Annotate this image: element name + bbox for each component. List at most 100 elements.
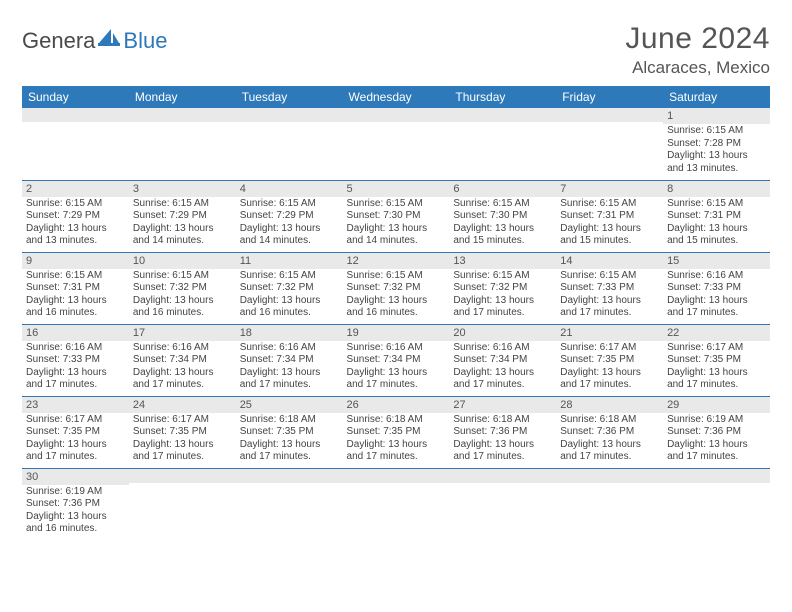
day-body: Sunrise: 6:15 AMSunset: 7:29 PMDaylight:…	[22, 197, 129, 251]
daynum-bar: 22	[663, 325, 770, 341]
day-header: Monday	[129, 86, 236, 108]
calendar-cell: 6Sunrise: 6:15 AMSunset: 7:30 PMDaylight…	[449, 180, 556, 252]
daynum-bar: 5	[343, 181, 450, 197]
daynum-bar	[663, 469, 770, 483]
calendar-cell-empty	[236, 468, 343, 540]
daynum-bar: 8	[663, 181, 770, 197]
calendar-cell: 27Sunrise: 6:18 AMSunset: 7:36 PMDayligh…	[449, 396, 556, 468]
calendar-cell: 8Sunrise: 6:15 AMSunset: 7:31 PMDaylight…	[663, 180, 770, 252]
daynum-bar: 24	[129, 397, 236, 413]
day-body: Sunrise: 6:15 AMSunset: 7:31 PMDaylight:…	[22, 269, 129, 323]
day-body: Sunrise: 6:18 AMSunset: 7:36 PMDaylight:…	[556, 413, 663, 467]
day-header: Thursday	[449, 86, 556, 108]
day-body: Sunrise: 6:15 AMSunset: 7:29 PMDaylight:…	[236, 197, 343, 251]
daynum-bar: 18	[236, 325, 343, 341]
location: Alcaraces, Mexico	[625, 58, 770, 78]
day-body: Sunrise: 6:16 AMSunset: 7:34 PMDaylight:…	[449, 341, 556, 395]
daynum-bar: 10	[129, 253, 236, 269]
daynum-bar	[343, 108, 450, 122]
daynum-bar: 30	[22, 469, 129, 485]
calendar-cell: 12Sunrise: 6:15 AMSunset: 7:32 PMDayligh…	[343, 252, 450, 324]
daynum-bar: 4	[236, 181, 343, 197]
logo: Genera Blue	[22, 28, 167, 54]
calendar-cell-empty	[22, 108, 129, 180]
daynum-bar: 6	[449, 181, 556, 197]
day-body: Sunrise: 6:15 AMSunset: 7:30 PMDaylight:…	[449, 197, 556, 251]
calendar-cell-empty	[556, 108, 663, 180]
daynum-bar: 17	[129, 325, 236, 341]
calendar-cell: 25Sunrise: 6:18 AMSunset: 7:35 PMDayligh…	[236, 396, 343, 468]
daynum-bar	[236, 108, 343, 122]
calendar-cell: 23Sunrise: 6:17 AMSunset: 7:35 PMDayligh…	[22, 396, 129, 468]
calendar-body: 1Sunrise: 6:15 AMSunset: 7:28 PMDaylight…	[22, 108, 770, 540]
daynum-bar: 28	[556, 397, 663, 413]
calendar-cell: 19Sunrise: 6:16 AMSunset: 7:34 PMDayligh…	[343, 324, 450, 396]
header: Genera Blue June 2024 Alcaraces, Mexico	[22, 22, 770, 78]
daynum-bar: 1	[663, 108, 770, 124]
day-header: Sunday	[22, 86, 129, 108]
calendar-row: 9Sunrise: 6:15 AMSunset: 7:31 PMDaylight…	[22, 252, 770, 324]
day-body: Sunrise: 6:18 AMSunset: 7:35 PMDaylight:…	[236, 413, 343, 467]
calendar-cell: 14Sunrise: 6:15 AMSunset: 7:33 PMDayligh…	[556, 252, 663, 324]
daynum-bar: 9	[22, 253, 129, 269]
day-body: Sunrise: 6:15 AMSunset: 7:32 PMDaylight:…	[129, 269, 236, 323]
daynum-bar: 25	[236, 397, 343, 413]
calendar-cell-empty	[236, 108, 343, 180]
calendar-cell: 21Sunrise: 6:17 AMSunset: 7:35 PMDayligh…	[556, 324, 663, 396]
calendar-cell: 28Sunrise: 6:18 AMSunset: 7:36 PMDayligh…	[556, 396, 663, 468]
calendar-cell: 1Sunrise: 6:15 AMSunset: 7:28 PMDaylight…	[663, 108, 770, 180]
daynum-bar	[556, 469, 663, 483]
day-header-row: SundayMondayTuesdayWednesdayThursdayFrid…	[22, 86, 770, 108]
calendar-row: 2Sunrise: 6:15 AMSunset: 7:29 PMDaylight…	[22, 180, 770, 252]
calendar-row: 16Sunrise: 6:16 AMSunset: 7:33 PMDayligh…	[22, 324, 770, 396]
calendar-cell-empty	[129, 108, 236, 180]
logo-text-general: Genera	[22, 28, 95, 54]
day-body: Sunrise: 6:15 AMSunset: 7:33 PMDaylight:…	[556, 269, 663, 323]
day-body: Sunrise: 6:15 AMSunset: 7:32 PMDaylight:…	[343, 269, 450, 323]
day-body: Sunrise: 6:15 AMSunset: 7:28 PMDaylight:…	[663, 124, 770, 178]
calendar-cell-empty	[556, 468, 663, 540]
day-body: Sunrise: 6:15 AMSunset: 7:31 PMDaylight:…	[663, 197, 770, 251]
day-body: Sunrise: 6:16 AMSunset: 7:33 PMDaylight:…	[663, 269, 770, 323]
calendar-cell: 17Sunrise: 6:16 AMSunset: 7:34 PMDayligh…	[129, 324, 236, 396]
calendar-cell-empty	[449, 468, 556, 540]
calendar-cell: 18Sunrise: 6:16 AMSunset: 7:34 PMDayligh…	[236, 324, 343, 396]
day-header: Wednesday	[343, 86, 450, 108]
daynum-bar: 12	[343, 253, 450, 269]
daynum-bar: 27	[449, 397, 556, 413]
daynum-bar: 29	[663, 397, 770, 413]
calendar-cell: 24Sunrise: 6:17 AMSunset: 7:35 PMDayligh…	[129, 396, 236, 468]
calendar-cell: 9Sunrise: 6:15 AMSunset: 7:31 PMDaylight…	[22, 252, 129, 324]
daynum-bar: 21	[556, 325, 663, 341]
daynum-bar	[449, 108, 556, 122]
day-body: Sunrise: 6:17 AMSunset: 7:35 PMDaylight:…	[129, 413, 236, 467]
daynum-bar: 16	[22, 325, 129, 341]
day-body: Sunrise: 6:15 AMSunset: 7:29 PMDaylight:…	[129, 197, 236, 251]
calendar-cell: 4Sunrise: 6:15 AMSunset: 7:29 PMDaylight…	[236, 180, 343, 252]
daynum-bar: 26	[343, 397, 450, 413]
calendar-cell: 22Sunrise: 6:17 AMSunset: 7:35 PMDayligh…	[663, 324, 770, 396]
calendar-cell: 26Sunrise: 6:18 AMSunset: 7:35 PMDayligh…	[343, 396, 450, 468]
calendar-row: 30Sunrise: 6:19 AMSunset: 7:36 PMDayligh…	[22, 468, 770, 540]
calendar-cell: 5Sunrise: 6:15 AMSunset: 7:30 PMDaylight…	[343, 180, 450, 252]
day-header: Friday	[556, 86, 663, 108]
calendar-cell: 11Sunrise: 6:15 AMSunset: 7:32 PMDayligh…	[236, 252, 343, 324]
calendar-cell-empty	[449, 108, 556, 180]
day-header: Tuesday	[236, 86, 343, 108]
day-body: Sunrise: 6:17 AMSunset: 7:35 PMDaylight:…	[663, 341, 770, 395]
calendar-cell: 20Sunrise: 6:16 AMSunset: 7:34 PMDayligh…	[449, 324, 556, 396]
calendar-cell: 30Sunrise: 6:19 AMSunset: 7:36 PMDayligh…	[22, 468, 129, 540]
day-body: Sunrise: 6:15 AMSunset: 7:31 PMDaylight:…	[556, 197, 663, 251]
calendar-cell: 13Sunrise: 6:15 AMSunset: 7:32 PMDayligh…	[449, 252, 556, 324]
daynum-bar	[343, 469, 450, 483]
calendar-cell-empty	[343, 108, 450, 180]
day-body: Sunrise: 6:18 AMSunset: 7:35 PMDaylight:…	[343, 413, 450, 467]
calendar-cell: 15Sunrise: 6:16 AMSunset: 7:33 PMDayligh…	[663, 252, 770, 324]
daynum-bar: 15	[663, 253, 770, 269]
daynum-bar	[129, 108, 236, 122]
daynum-bar	[22, 108, 129, 122]
day-body: Sunrise: 6:15 AMSunset: 7:30 PMDaylight:…	[343, 197, 450, 251]
title-block: June 2024 Alcaraces, Mexico	[625, 22, 770, 78]
calendar-table: SundayMondayTuesdayWednesdayThursdayFrid…	[22, 86, 770, 540]
daynum-bar: 2	[22, 181, 129, 197]
